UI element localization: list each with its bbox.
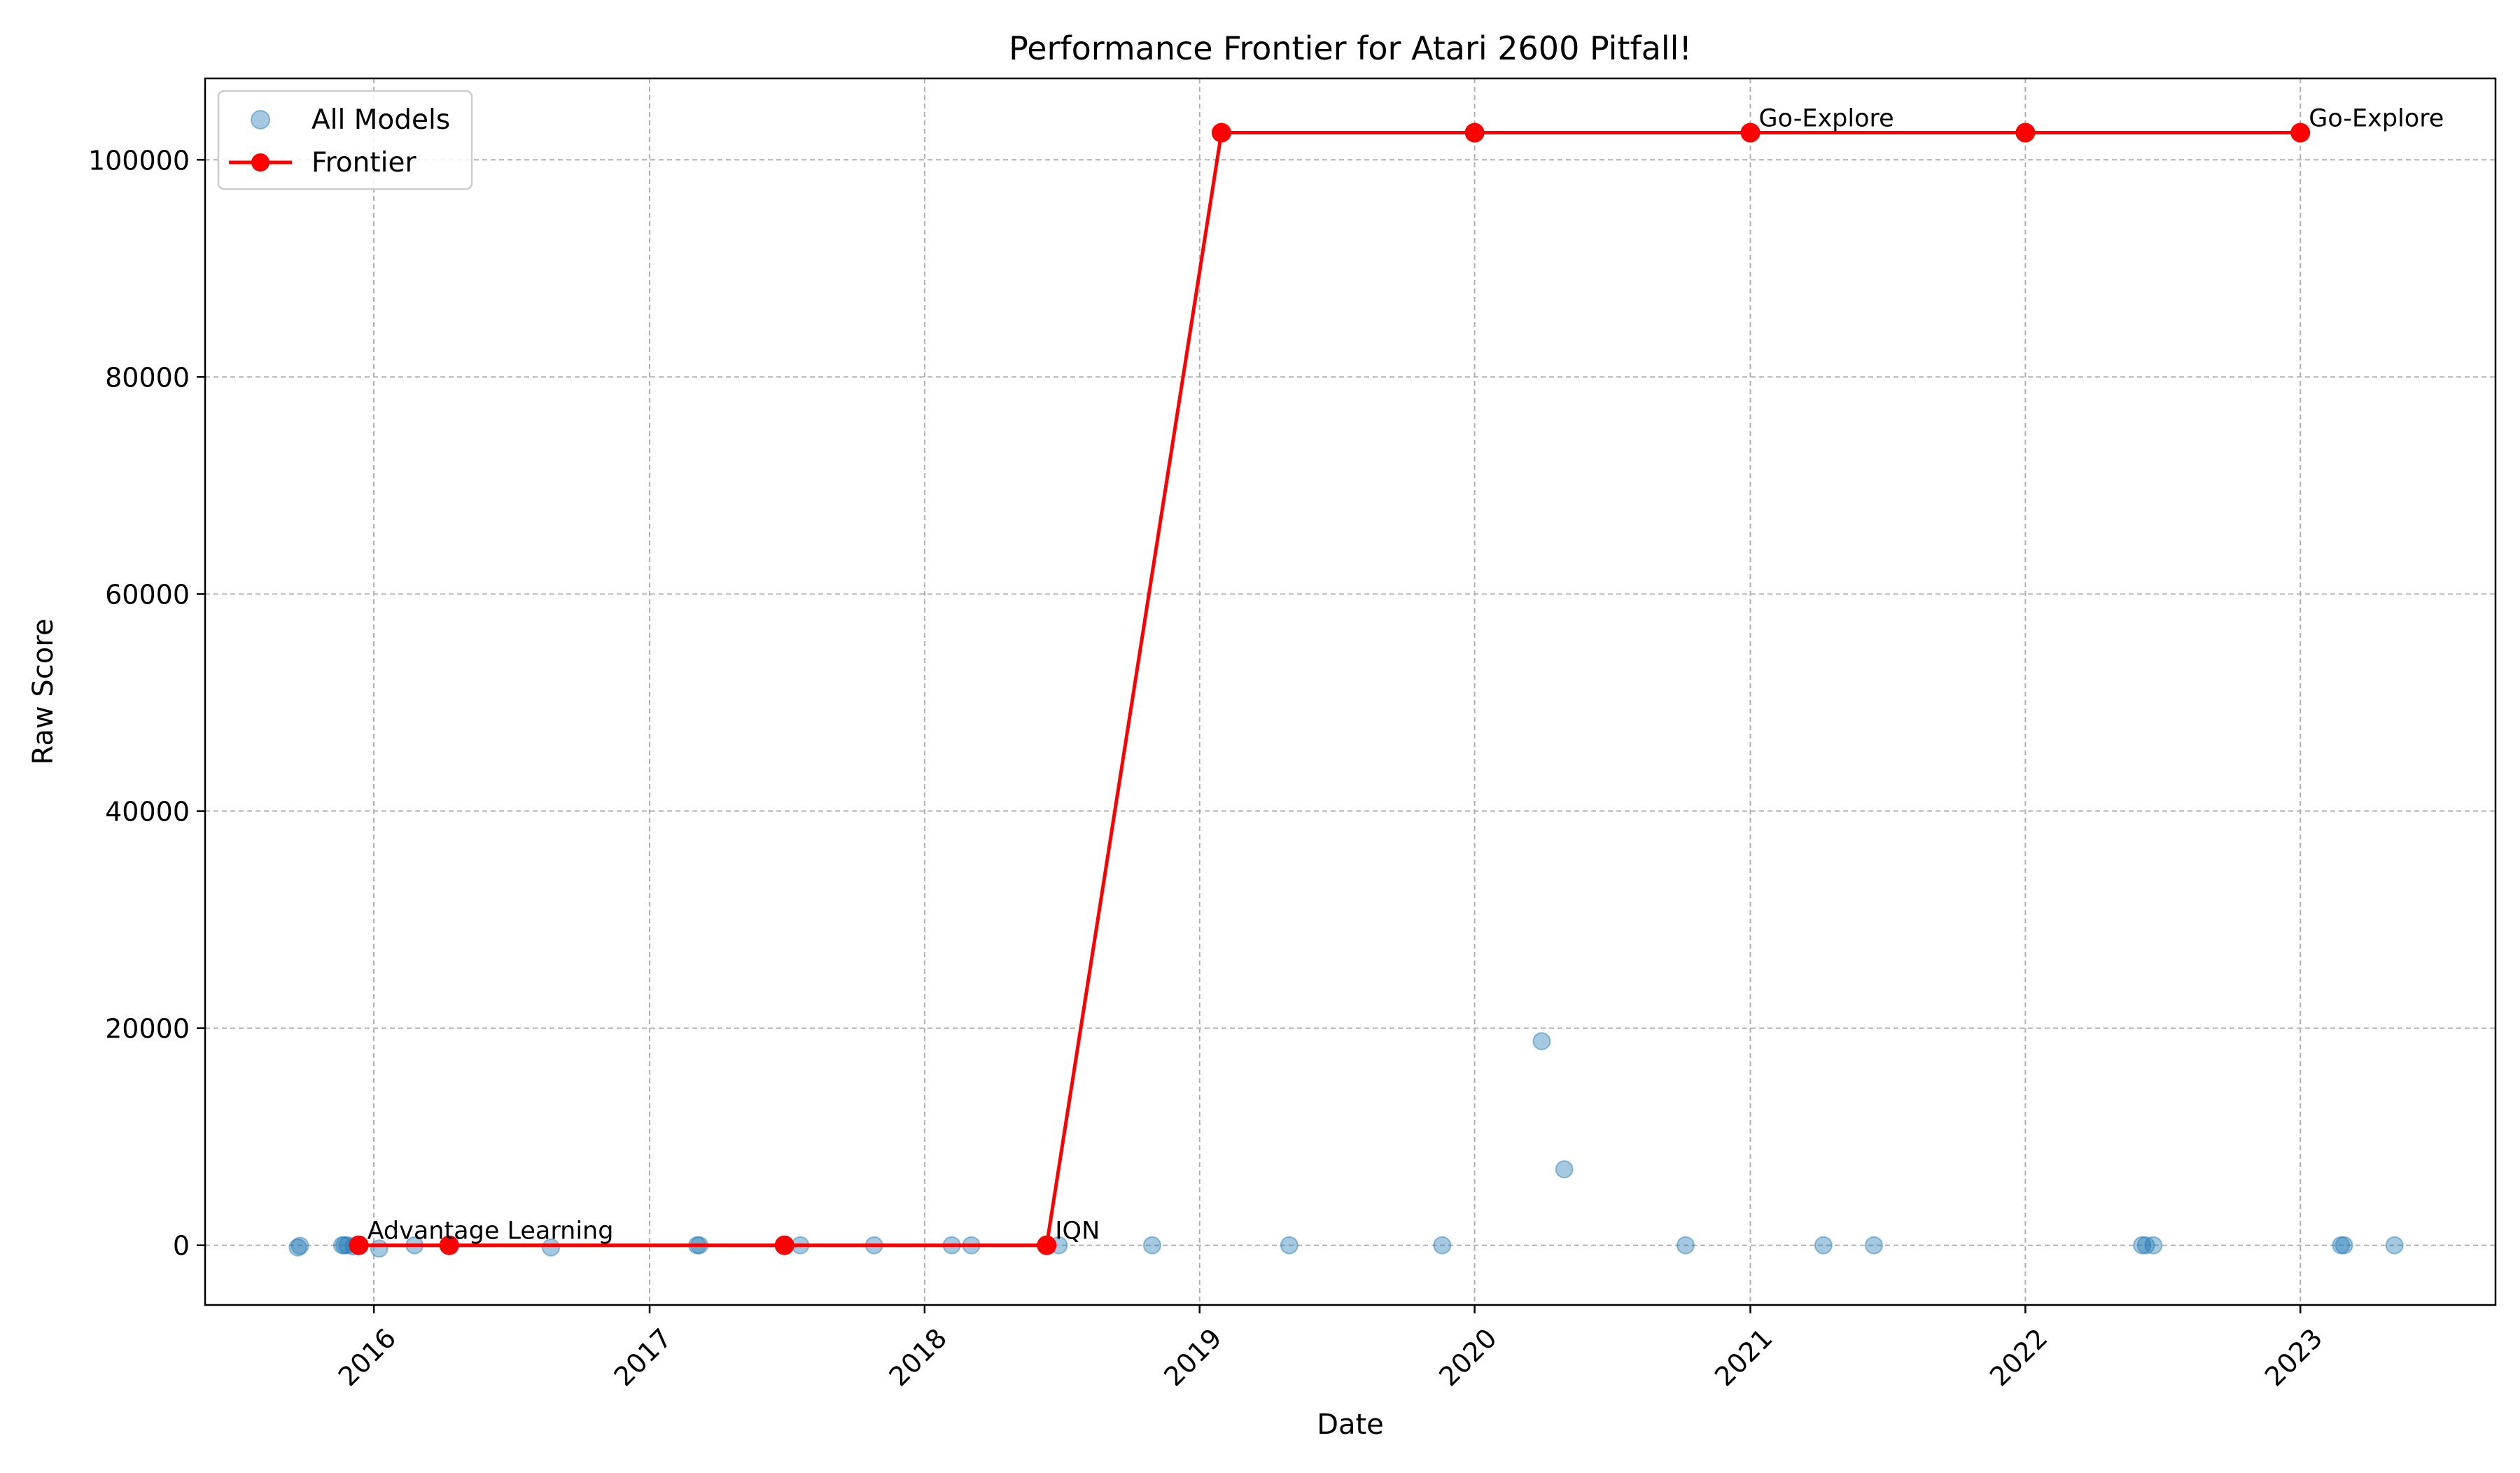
frontier-point (349, 1235, 369, 1255)
frontier-point (1037, 1235, 1057, 1255)
all-models-point (2332, 1236, 2351, 1255)
all-models-point (1532, 1032, 1551, 1051)
all-models-point (1142, 1236, 1161, 1255)
frontier-point (1740, 123, 1760, 143)
frontier-point (1464, 123, 1485, 143)
all-models-point (2385, 1236, 2404, 1255)
frontier-point (1211, 123, 1231, 143)
frontier-point (2290, 123, 2311, 143)
y-tick-label: 80000 (105, 362, 190, 393)
y-tick-label: 100000 (88, 145, 190, 176)
legend-all-models-label: All Models (312, 104, 450, 136)
x-axis-label: Date (1317, 1409, 1384, 1441)
frontier-point (774, 1235, 794, 1255)
frontier-point (2015, 123, 2036, 143)
all-models-point (2334, 1236, 2353, 1255)
y-tick-label: 40000 (105, 797, 190, 828)
chart-title: Performance Frontier for Atari 2600 Pitf… (1009, 29, 1692, 67)
y-axis-label: Raw Score (27, 619, 59, 765)
annotation-label: Go-Explore (2309, 105, 2444, 133)
grid-lines (205, 78, 2496, 1305)
all-models-point (1865, 1236, 1884, 1255)
annotation-label: Go-Explore (1759, 105, 1894, 133)
all-models-point (1814, 1236, 1833, 1255)
all-models-point (288, 1238, 307, 1257)
y-tick-label: 20000 (105, 1014, 190, 1045)
all-models-point (1280, 1236, 1298, 1255)
all-models-point (2136, 1236, 2155, 1255)
annotations: Advantage Learning IQN Go-Explore Go-Explor… (368, 105, 2444, 1245)
annotation-label: Advantage Learning (368, 1217, 614, 1245)
annotation-label: IQN (1055, 1217, 1100, 1245)
legend-all-models-marker (251, 110, 270, 130)
y-tick-label: 0 (173, 1231, 190, 1262)
y-axis-ticks: 0 20000 40000 60000 80000 100000 (88, 145, 205, 1262)
legend-frontier-label: Frontier (312, 147, 416, 179)
legend-box (217, 90, 473, 190)
frontier-series (349, 123, 2311, 1255)
all-models-point (290, 1236, 309, 1255)
y-tick-label: 60000 (105, 579, 190, 610)
legend-frontier-marker (251, 153, 270, 172)
legend: All Models Frontier (217, 90, 473, 190)
all-models-point (2133, 1236, 2152, 1255)
all-models-point (1555, 1160, 1574, 1179)
all-models-point (1433, 1236, 1452, 1255)
all-models-point (542, 1238, 561, 1257)
all-models-point (1676, 1236, 1695, 1255)
frontier-point (439, 1235, 459, 1255)
all-models-point (2144, 1236, 2163, 1255)
plot-area-frame (204, 77, 2497, 1306)
